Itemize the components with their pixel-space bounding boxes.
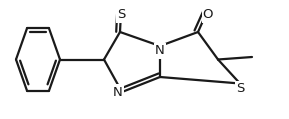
Text: N: N	[113, 85, 123, 99]
Text: S: S	[117, 8, 125, 22]
Text: O: O	[203, 8, 213, 22]
Text: S: S	[236, 82, 244, 96]
Text: N: N	[155, 45, 165, 57]
